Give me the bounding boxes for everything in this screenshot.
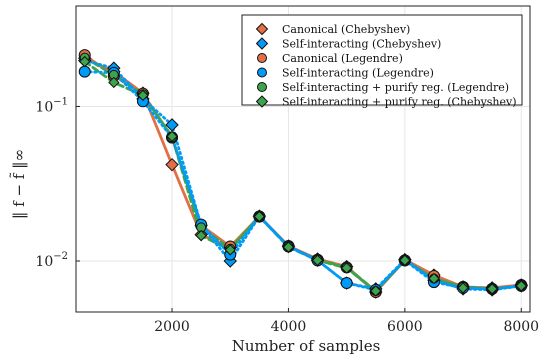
data-point [79, 55, 91, 68]
legend-label: Self-interacting (Chebyshev) [282, 38, 441, 51]
data-point [311, 254, 324, 267]
y-tick-base: 10 [35, 99, 53, 115]
legend-label: Self-interacting (Legendre) [282, 67, 434, 80]
legend-marker [257, 82, 267, 92]
data-point [340, 277, 353, 290]
legend-label: Self-interacting + purify reg. (Legendre… [282, 81, 509, 94]
data-point [457, 282, 469, 294]
legend-label: Canonical (Legendre) [282, 52, 403, 65]
x-tick-label: 2000 [154, 319, 190, 335]
y-tick-exponent: −2 [53, 251, 68, 262]
series-markers [79, 55, 527, 297]
y-tick-label: 10−2 [35, 251, 68, 270]
y-tick-exponent: −1 [53, 96, 68, 107]
legend-label: Canonical (Chebyshev) [282, 23, 410, 36]
data-point [282, 241, 295, 253]
legend-box [241, 14, 523, 106]
data-point [165, 157, 179, 172]
data-point [166, 130, 178, 143]
x-tick-label: 6000 [387, 319, 423, 335]
plot-border [75, 5, 531, 313]
data-point [515, 280, 527, 292]
legend-label: Self-interacting + purify reg. (Chebyshe… [282, 96, 517, 109]
data-point [137, 89, 149, 102]
data-point [224, 244, 236, 256]
x-axis-label: Number of samples [232, 337, 381, 355]
y-tick-label: 10−1 [35, 96, 68, 115]
series-layer [78, 49, 528, 299]
legend-marker [257, 53, 267, 63]
legend-marker [255, 95, 269, 108]
legend-marker [255, 22, 269, 36]
x-tick-label: 8000 [503, 319, 539, 335]
legend-items: Canonical (Chebyshev) Self-interacting (C… [255, 22, 517, 109]
y-tick-base: 10 [35, 254, 53, 270]
legend-marker [255, 37, 269, 50]
x-tick-labels: 2000 4000 6000 8000 [154, 319, 539, 335]
plot-frame-layer [75, 5, 531, 313]
data-point [108, 76, 120, 89]
x-tick-label: 4000 [271, 319, 307, 335]
legend: Canonical (Chebyshev) Self-interacting (C… [241, 14, 523, 109]
series-line [83, 70, 523, 292]
data-point [253, 210, 266, 223]
data-point [340, 262, 353, 274]
data-point [78, 65, 91, 78]
data-point [399, 254, 411, 267]
data-point [195, 229, 207, 242]
y-tick-labels: 10−210−1 [35, 96, 68, 270]
data-point [370, 285, 382, 297]
legend-marker [257, 67, 267, 78]
data-point [428, 272, 440, 285]
data-point [486, 283, 498, 295]
y-axis-label: ‖ f − f̃ ‖∞ [10, 149, 28, 219]
